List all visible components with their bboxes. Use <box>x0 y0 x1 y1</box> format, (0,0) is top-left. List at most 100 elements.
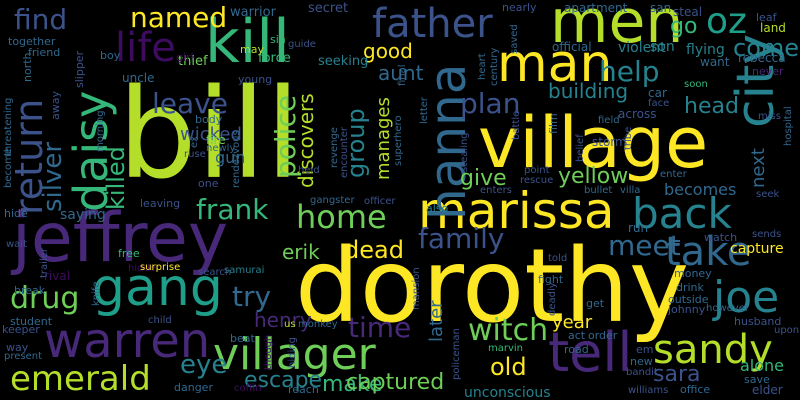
word: deadly <box>547 282 558 316</box>
word: century <box>489 47 500 86</box>
word: knife <box>91 281 102 306</box>
word: escape <box>244 368 323 393</box>
word: ruse <box>184 149 206 160</box>
word: flying <box>686 42 725 58</box>
word: rendezvous <box>231 130 242 188</box>
word: erik <box>282 240 320 264</box>
word: way <box>6 341 29 354</box>
word: time <box>348 311 412 344</box>
word: family <box>418 222 505 255</box>
word: alone <box>740 356 785 375</box>
word: however <box>706 303 749 314</box>
word: outside <box>668 293 709 306</box>
word: act <box>568 329 586 342</box>
word: though <box>263 334 274 370</box>
word: face <box>648 98 670 109</box>
word: rescue <box>520 175 554 186</box>
word: henry <box>254 308 312 332</box>
word: film <box>547 113 560 134</box>
word: williams <box>628 385 669 396</box>
word: em <box>636 343 654 356</box>
word: becomes <box>664 180 737 199</box>
word: witch <box>468 313 549 348</box>
word: drug <box>10 281 80 316</box>
word: secret <box>308 1 349 16</box>
word: beat <box>230 332 255 345</box>
word: meet <box>608 229 681 262</box>
word: come <box>733 34 800 62</box>
word: also <box>426 202 449 215</box>
word: year <box>552 312 593 333</box>
word: letter <box>419 96 430 124</box>
word: try <box>232 280 272 313</box>
word: ex <box>189 136 200 148</box>
word: child <box>148 315 172 326</box>
word: girl <box>176 51 194 64</box>
word: hide <box>4 207 28 220</box>
word: back <box>632 189 732 238</box>
word: sends <box>752 229 782 240</box>
word: office <box>680 383 711 396</box>
word: monkey <box>298 319 338 330</box>
word: run <box>628 221 649 235</box>
word: make <box>322 372 383 397</box>
word: official <box>552 40 592 54</box>
word: gang <box>92 258 223 318</box>
word: yellow <box>558 164 629 189</box>
word: nearly <box>502 1 537 14</box>
word: stealing <box>459 132 470 172</box>
word: eye <box>180 350 228 380</box>
word: warren <box>44 313 211 369</box>
word: saying <box>60 207 106 223</box>
word: home <box>296 198 387 236</box>
word: seeking <box>318 54 369 69</box>
word: slipper <box>73 50 86 88</box>
word: aunt <box>378 61 424 85</box>
word: village <box>478 102 709 184</box>
word: give <box>460 166 507 191</box>
word: fire <box>206 133 226 147</box>
word: killed <box>102 146 130 210</box>
word: friend <box>28 46 61 59</box>
word: old <box>490 353 527 381</box>
word: become <box>3 147 14 188</box>
word: man <box>497 34 613 94</box>
word: seek <box>756 189 780 200</box>
word: thief <box>178 54 208 69</box>
word: life <box>115 25 176 71</box>
word: want <box>700 55 730 69</box>
word: enters <box>480 185 512 196</box>
word: tribe <box>623 126 634 150</box>
word: rebecca <box>738 51 786 65</box>
word: belief <box>575 134 586 162</box>
word: help <box>599 55 660 88</box>
word: marissa <box>418 182 615 240</box>
word: one <box>198 177 219 190</box>
word: present <box>4 351 43 362</box>
word: final <box>397 64 408 86</box>
word: body <box>195 113 223 126</box>
word: held <box>298 165 320 176</box>
word: across <box>618 107 657 121</box>
word: bill <box>118 63 301 207</box>
word: husband <box>734 315 782 328</box>
word: silver <box>38 141 68 212</box>
word: plan <box>460 87 521 120</box>
word: kill <box>205 7 290 77</box>
word: coffin <box>234 383 262 394</box>
word: watch <box>704 231 738 244</box>
word: gun <box>215 148 246 167</box>
word: break <box>14 284 46 297</box>
word: frank <box>196 193 269 226</box>
word: villager <box>213 329 376 380</box>
word: reach <box>288 383 319 396</box>
word: head <box>684 94 739 119</box>
word: named <box>130 1 228 34</box>
word: captured <box>346 370 445 395</box>
word: miss <box>758 111 781 122</box>
word: sin <box>270 33 286 46</box>
word: save <box>744 373 770 386</box>
word: son <box>650 39 675 55</box>
word: storm <box>592 135 627 149</box>
word: take <box>665 229 752 275</box>
